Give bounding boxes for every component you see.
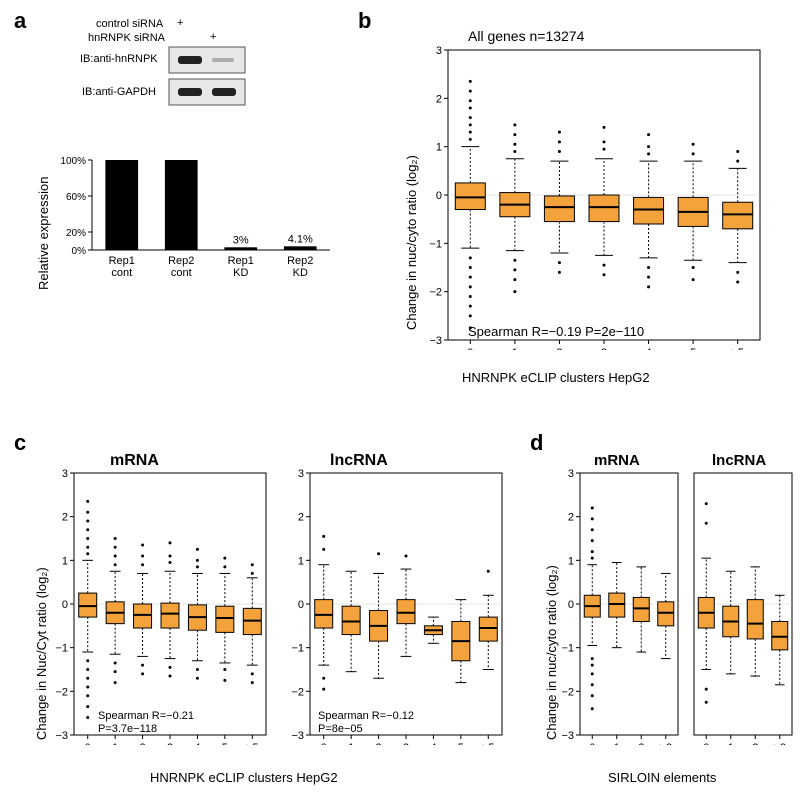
svg-text:5: 5 xyxy=(222,742,228,745)
svg-text:cont: cont xyxy=(171,267,192,279)
svg-text:2: 2 xyxy=(298,512,304,524)
svg-text:0: 0 xyxy=(298,599,304,611)
svg-text:Rep1: Rep1 xyxy=(109,255,135,267)
panel-b-boxplot: −3 −2 −1 0 1 2 3 0 1 2 3 4 5 >5 xyxy=(410,40,770,350)
panel-c-mrna-boxplot: −3 −2 −1 0 1 2 3 0 1 2 3 4 5 >5 xyxy=(42,455,272,745)
svg-text:5: 5 xyxy=(690,347,696,350)
svg-text:0: 0 xyxy=(703,742,709,745)
svg-text:2: 2 xyxy=(568,512,574,524)
svg-text:−1: −1 xyxy=(291,643,304,655)
svg-text:1: 1 xyxy=(62,555,68,567)
ib-gapdh: IB:anti-GAPDH xyxy=(82,86,156,98)
panel-a-blot xyxy=(168,46,246,108)
svg-text:0%: 0% xyxy=(72,246,87,257)
svg-text:1: 1 xyxy=(348,742,354,745)
svg-text:4: 4 xyxy=(646,347,652,350)
svg-text:2: 2 xyxy=(140,742,146,745)
svg-text:0: 0 xyxy=(467,347,473,350)
svg-text:cont: cont xyxy=(111,267,132,279)
svg-text:20%: 20% xyxy=(66,228,86,239)
svg-text:>5: >5 xyxy=(246,742,259,745)
svg-text:−2: −2 xyxy=(291,686,304,698)
svg-text:1: 1 xyxy=(298,555,304,567)
svg-text:1: 1 xyxy=(568,555,574,567)
svg-text:KD: KD xyxy=(233,267,248,279)
svg-text:4.1%: 4.1% xyxy=(288,233,313,245)
svg-text:>2: >2 xyxy=(773,742,786,745)
svg-text:KD: KD xyxy=(293,267,308,279)
svg-text:−2: −2 xyxy=(561,686,574,698)
svg-text:3%: 3% xyxy=(233,234,249,246)
svg-text:−1: −1 xyxy=(429,238,442,250)
svg-text:3: 3 xyxy=(568,468,574,480)
panel-c-mrna-stats2: P=3.7e−118 xyxy=(98,723,157,735)
panel-c-label: c xyxy=(14,430,26,456)
panel-a-bar-chart: 0%20%60%100%Rep1contRep2contRep1KD3%Rep2… xyxy=(50,150,340,290)
hnrnpk-sirna-label: hnRNPK siRNA xyxy=(88,32,165,44)
svg-text:>5: >5 xyxy=(482,742,495,745)
panel-d-lnc-boxplot: 0 1 2 >2 xyxy=(686,455,796,745)
panel-c-lnc-stats2: P=8e−05 xyxy=(318,723,363,735)
svg-text:Rep2: Rep2 xyxy=(168,255,194,267)
svg-text:3: 3 xyxy=(601,347,607,350)
panel-c-mrna-stats1: Spearman R=−0.21 xyxy=(98,710,194,722)
panel-c-lnc-boxplot: −3 −2 −1 0 1 2 3 0 1 2 3 4 5 >5 xyxy=(278,455,508,745)
svg-text:0: 0 xyxy=(436,190,442,202)
svg-text:1: 1 xyxy=(512,347,518,350)
svg-text:>2: >2 xyxy=(659,742,672,745)
svg-text:1: 1 xyxy=(112,742,118,745)
control-sirna-label: control siRNA xyxy=(96,18,163,30)
svg-text:2: 2 xyxy=(62,512,68,524)
svg-text:−3: −3 xyxy=(561,730,574,742)
plus2: + xyxy=(210,31,216,43)
svg-text:−3: −3 xyxy=(55,730,68,742)
panel-b-stats: Spearman R=−0.19 P=2e−110 xyxy=(468,324,644,339)
svg-text:0: 0 xyxy=(321,742,327,745)
svg-text:4: 4 xyxy=(194,742,200,745)
svg-text:2: 2 xyxy=(556,347,562,350)
ib-hnrnpk: IB:anti-hnRNPK xyxy=(80,53,158,65)
svg-text:3: 3 xyxy=(298,468,304,480)
svg-text:3: 3 xyxy=(403,742,409,745)
panel-d-mrna-boxplot: −3 −2 −1 0 1 2 3 0 1 2 >2 xyxy=(552,455,682,745)
svg-text:5: 5 xyxy=(458,742,464,745)
svg-text:60%: 60% xyxy=(66,192,86,203)
svg-text:1: 1 xyxy=(614,742,620,745)
svg-text:Rep2: Rep2 xyxy=(287,255,313,267)
panel-d-label: d xyxy=(530,430,543,456)
svg-text:−2: −2 xyxy=(55,686,68,698)
svg-text:−3: −3 xyxy=(291,730,304,742)
svg-text:>5: >5 xyxy=(731,347,744,350)
svg-text:2: 2 xyxy=(376,742,382,745)
panel-c-xlabel: HNRNPK eCLIP clusters HepG2 xyxy=(150,770,338,785)
svg-text:−1: −1 xyxy=(55,643,68,655)
svg-text:−2: −2 xyxy=(429,287,442,299)
svg-text:0: 0 xyxy=(85,742,91,745)
panel-b-label: b xyxy=(358,8,371,34)
svg-text:0: 0 xyxy=(589,742,595,745)
panel-b-xlabel: HNRNPK eCLIP clusters HepG2 xyxy=(462,370,650,385)
svg-text:3: 3 xyxy=(62,468,68,480)
svg-text:3: 3 xyxy=(167,742,173,745)
svg-text:4: 4 xyxy=(430,742,436,745)
panel-d-xlabel: SIRLOIN elements xyxy=(608,770,716,785)
svg-text:Rep1: Rep1 xyxy=(228,255,254,267)
svg-text:2: 2 xyxy=(752,742,758,745)
svg-text:−1: −1 xyxy=(561,643,574,655)
svg-text:3: 3 xyxy=(436,45,442,57)
svg-text:1: 1 xyxy=(728,742,734,745)
svg-text:2: 2 xyxy=(638,742,644,745)
svg-text:100%: 100% xyxy=(60,156,86,167)
panel-b-ylabel: Change in nuc/cyto ratio (log₂) xyxy=(404,155,419,330)
svg-text:−3: −3 xyxy=(429,335,442,347)
panel-a-ylabel: Relative expression xyxy=(36,177,51,290)
panel-c-lnc-stats1: Spearman R=−0.12 xyxy=(318,710,414,722)
svg-text:1: 1 xyxy=(436,142,442,154)
svg-text:2: 2 xyxy=(436,93,442,105)
panel-a-label: a xyxy=(14,8,26,34)
plus1: + xyxy=(177,17,183,29)
svg-text:0: 0 xyxy=(62,599,68,611)
svg-text:0: 0 xyxy=(568,599,574,611)
